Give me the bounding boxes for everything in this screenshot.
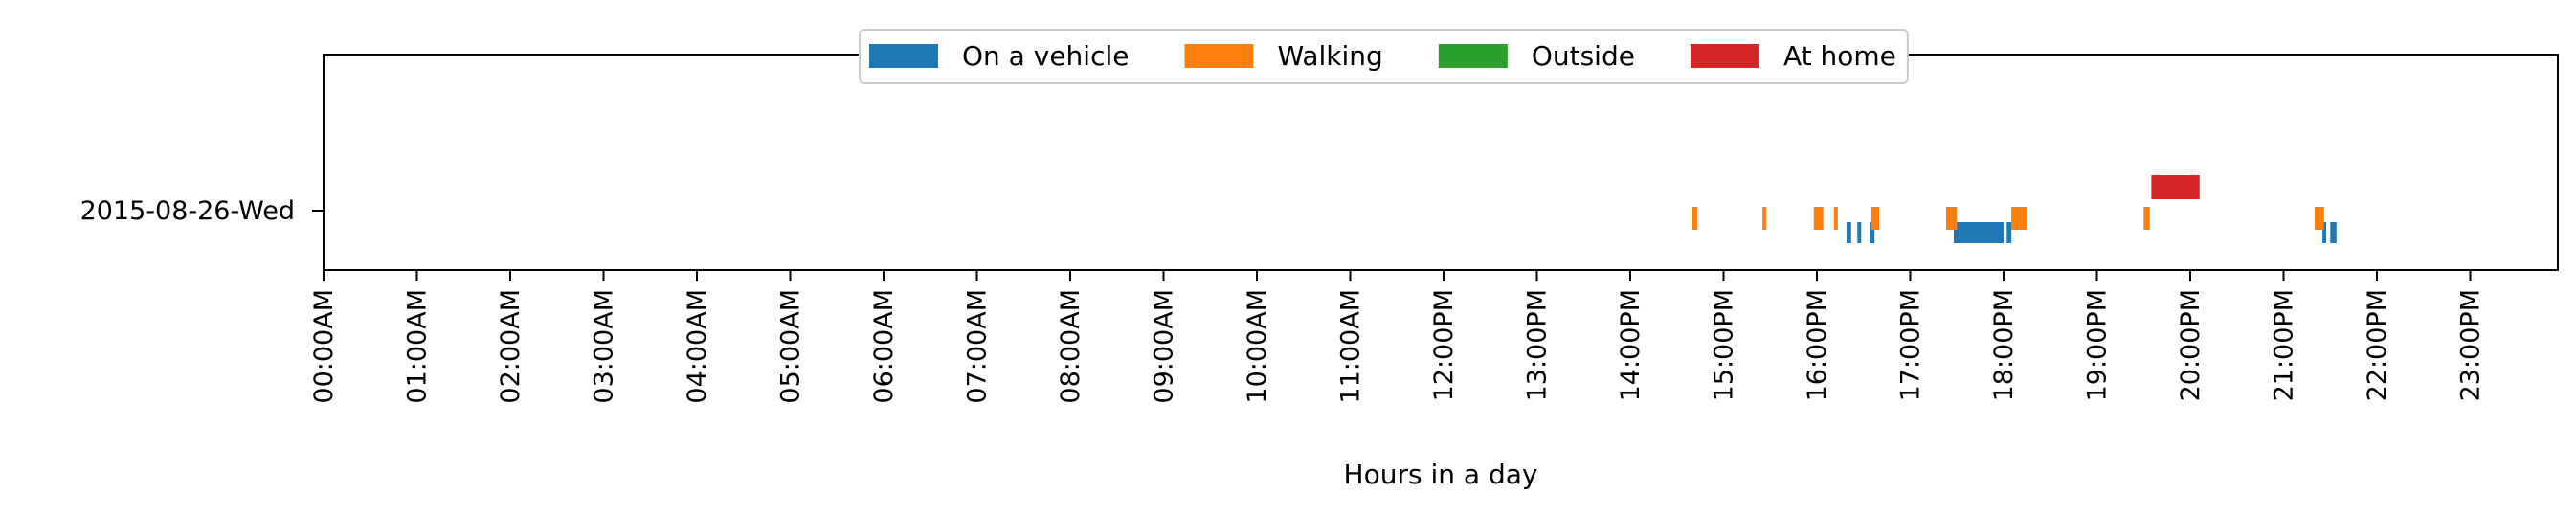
- x-tick-label: 12:00PM: [1429, 289, 1459, 401]
- bar-at-home: [2151, 175, 2200, 199]
- bar-on-a-vehicle: [1857, 222, 1862, 243]
- bar-on-a-vehicle: [2322, 222, 2327, 243]
- legend-swatch-walking: [1184, 44, 1254, 68]
- bar-walking: [1833, 207, 1838, 230]
- legend-swatch-outside: [1438, 44, 1508, 68]
- y-tick-label: 2015-08-26-Wed: [80, 196, 295, 226]
- x-tick-label: 15:00PM: [1710, 289, 1739, 401]
- bar-walking: [2315, 207, 2324, 230]
- x-tick-label: 08:00AM: [1056, 289, 1086, 404]
- legend-label-walking: Walking: [1277, 40, 1382, 72]
- x-tick-label: 19:00PM: [2083, 289, 2113, 401]
- x-tick-label: 09:00AM: [1150, 289, 1179, 404]
- x-tick-label: 20:00PM: [2176, 289, 2206, 401]
- x-tick-label: 02:00AM: [496, 289, 526, 404]
- x-tick-label: 10:00AM: [1243, 289, 1272, 404]
- x-tick-label: 07:00AM: [963, 289, 993, 404]
- bar-on-a-vehicle: [1846, 222, 1851, 243]
- x-axis-label: Hours in a day: [1344, 459, 1538, 490]
- bar-walking: [1692, 207, 1697, 230]
- x-tick-label: 17:00PM: [1896, 289, 1926, 401]
- x-tick-label: 21:00PM: [2270, 289, 2299, 401]
- x-tick-label: 00:00AM: [309, 289, 339, 404]
- x-tick-label: 18:00PM: [1989, 289, 2019, 401]
- bar-walking: [1762, 207, 1767, 230]
- x-tick-label: 03:00AM: [590, 289, 619, 404]
- bar-on-a-vehicle: [2006, 222, 2012, 243]
- legend-label-outside: Outside: [1532, 40, 1635, 72]
- x-tick-label: 22:00PM: [2363, 289, 2392, 401]
- bar-walking: [2143, 207, 2150, 230]
- y-axis: 2015-08-26-Wed: [80, 196, 324, 226]
- activity-bars: [1692, 175, 2337, 243]
- bar-walking: [1813, 207, 1824, 230]
- x-tick-label: 14:00PM: [1616, 289, 1646, 401]
- bar-walking: [1945, 207, 1958, 230]
- bar-walking: [2011, 207, 2027, 230]
- bar-on-a-vehicle: [1954, 222, 2004, 243]
- bar-on-a-vehicle: [2330, 222, 2337, 243]
- x-tick-label: 04:00AM: [683, 289, 712, 404]
- x-tick-label: 23:00PM: [2456, 289, 2486, 401]
- x-tick-label: 05:00AM: [776, 289, 806, 404]
- legend-swatch-at-home: [1690, 44, 1759, 68]
- bar-walking: [1870, 207, 1879, 230]
- legend-frame: [859, 29, 1909, 84]
- plot-frame: [323, 54, 2559, 271]
- x-tick-label: 13:00PM: [1523, 289, 1553, 401]
- legend-label-at-home: At home: [1783, 40, 1896, 72]
- legend-label-on-a-vehicle: On a vehicle: [962, 40, 1129, 72]
- bar-on-a-vehicle: [1870, 222, 1875, 243]
- x-tick-label: 01:00AM: [403, 289, 433, 404]
- legend-swatch-on-a-vehicle: [869, 44, 938, 68]
- x-tick-label: 11:00AM: [1336, 289, 1366, 404]
- x-tick-label: 16:00PM: [1803, 289, 1832, 401]
- x-tick-label: 06:00AM: [869, 289, 899, 404]
- legend: On a vehicle Walking Outside At home: [859, 29, 1909, 84]
- x-axis: 00:00AM 01:00AM 02:00AM 03:00AM 04:00AM 05:00…: [309, 270, 2486, 404]
